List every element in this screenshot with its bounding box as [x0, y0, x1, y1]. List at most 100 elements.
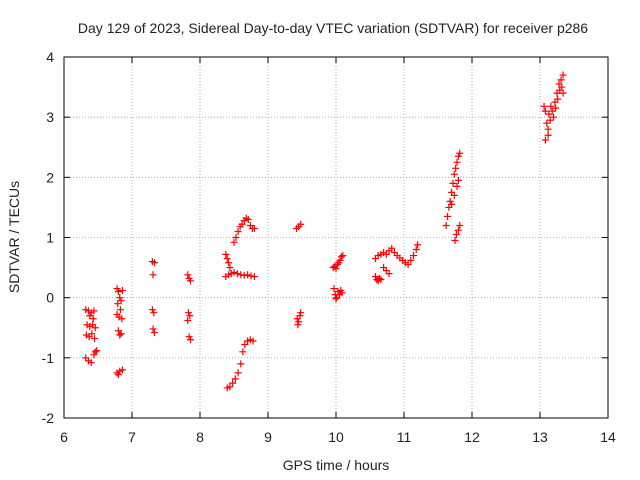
y-tick-label: 2 — [46, 169, 54, 185]
data-point — [148, 306, 156, 314]
data-point — [91, 348, 99, 356]
data-point — [225, 259, 233, 267]
data-point — [450, 170, 458, 178]
y-tick-label: 3 — [46, 109, 54, 125]
data-point — [223, 255, 231, 263]
data-point — [337, 253, 345, 261]
data-point — [244, 271, 252, 279]
data-point — [150, 309, 158, 317]
y-tick-label: 4 — [46, 49, 54, 65]
x-tick-label: 10 — [328, 429, 344, 445]
data-point — [410, 252, 418, 260]
data-point — [238, 220, 246, 228]
data-point — [559, 89, 567, 97]
chart-title: Day 129 of 2023, Sidereal Day-to-day VTE… — [78, 20, 588, 36]
data-point — [558, 83, 566, 91]
data-point — [332, 265, 340, 273]
data-point — [297, 309, 305, 317]
data-point — [388, 244, 396, 252]
data-point — [233, 270, 241, 278]
data-point — [113, 285, 121, 293]
data-point — [149, 271, 157, 279]
data-point — [91, 324, 99, 332]
data-point — [297, 220, 305, 228]
x-tick-label: 12 — [464, 429, 480, 445]
data-point — [547, 102, 555, 110]
data-point — [230, 268, 238, 276]
y-tick-label: -2 — [42, 410, 55, 426]
data-point — [186, 336, 194, 344]
data-point — [541, 136, 549, 144]
data-point — [234, 227, 242, 235]
data-point — [456, 149, 464, 157]
data-point — [239, 348, 247, 356]
data-point — [118, 286, 126, 294]
data-point — [231, 375, 239, 383]
data-point — [90, 307, 98, 315]
data-point — [222, 250, 230, 258]
data-point — [184, 317, 192, 325]
data-point — [226, 264, 234, 272]
data-point — [117, 330, 125, 338]
data-point — [548, 107, 556, 115]
data-point — [149, 325, 157, 333]
data-point — [150, 329, 158, 337]
y-tick-label: -1 — [42, 350, 55, 366]
data-point — [543, 119, 551, 127]
data-point — [336, 256, 344, 264]
data-point — [86, 312, 94, 320]
data-point — [559, 71, 567, 79]
grid — [64, 57, 608, 418]
data-point — [114, 288, 122, 296]
y-tick-label: 0 — [46, 290, 54, 306]
data-point — [546, 116, 554, 124]
data-point — [452, 230, 460, 238]
data-point — [294, 321, 302, 329]
data-point — [544, 125, 552, 133]
data-point — [453, 182, 461, 190]
data-point — [250, 224, 258, 232]
data-point — [550, 113, 558, 121]
data-point — [376, 274, 384, 282]
data-point — [93, 347, 101, 355]
data-point — [184, 309, 192, 317]
plot-frame — [63, 56, 609, 419]
data-point — [554, 95, 562, 103]
data-point — [118, 366, 126, 374]
data-point — [118, 315, 126, 323]
x-tick-label: 6 — [60, 429, 68, 445]
data-point — [241, 341, 249, 349]
data-point — [545, 110, 553, 118]
data-point — [88, 330, 96, 338]
x-tick-label: 7 — [128, 429, 136, 445]
data-point — [89, 315, 97, 323]
x-tick-label: 13 — [532, 429, 548, 445]
data-point — [412, 246, 420, 254]
data-point — [452, 164, 460, 172]
x-tick-label: 11 — [397, 429, 412, 445]
data-point — [186, 277, 194, 285]
data-point — [371, 273, 379, 281]
data-point — [90, 351, 98, 359]
data-point — [453, 158, 461, 166]
data-point — [330, 285, 338, 293]
data-point — [247, 272, 255, 280]
data-point — [557, 76, 565, 84]
y-tick-label: 1 — [46, 230, 54, 246]
data-point — [186, 312, 194, 320]
data-point — [414, 241, 422, 249]
data-point — [444, 212, 452, 220]
data-point — [116, 294, 124, 302]
x-tick-label: 9 — [264, 429, 272, 445]
data-point — [448, 200, 456, 208]
data-point — [296, 312, 304, 320]
data-point — [117, 297, 125, 305]
data-point — [382, 250, 390, 258]
data-point — [446, 197, 454, 205]
data-point — [184, 271, 192, 279]
data-point — [244, 215, 252, 223]
data-point — [449, 179, 457, 187]
data-point — [540, 102, 548, 110]
